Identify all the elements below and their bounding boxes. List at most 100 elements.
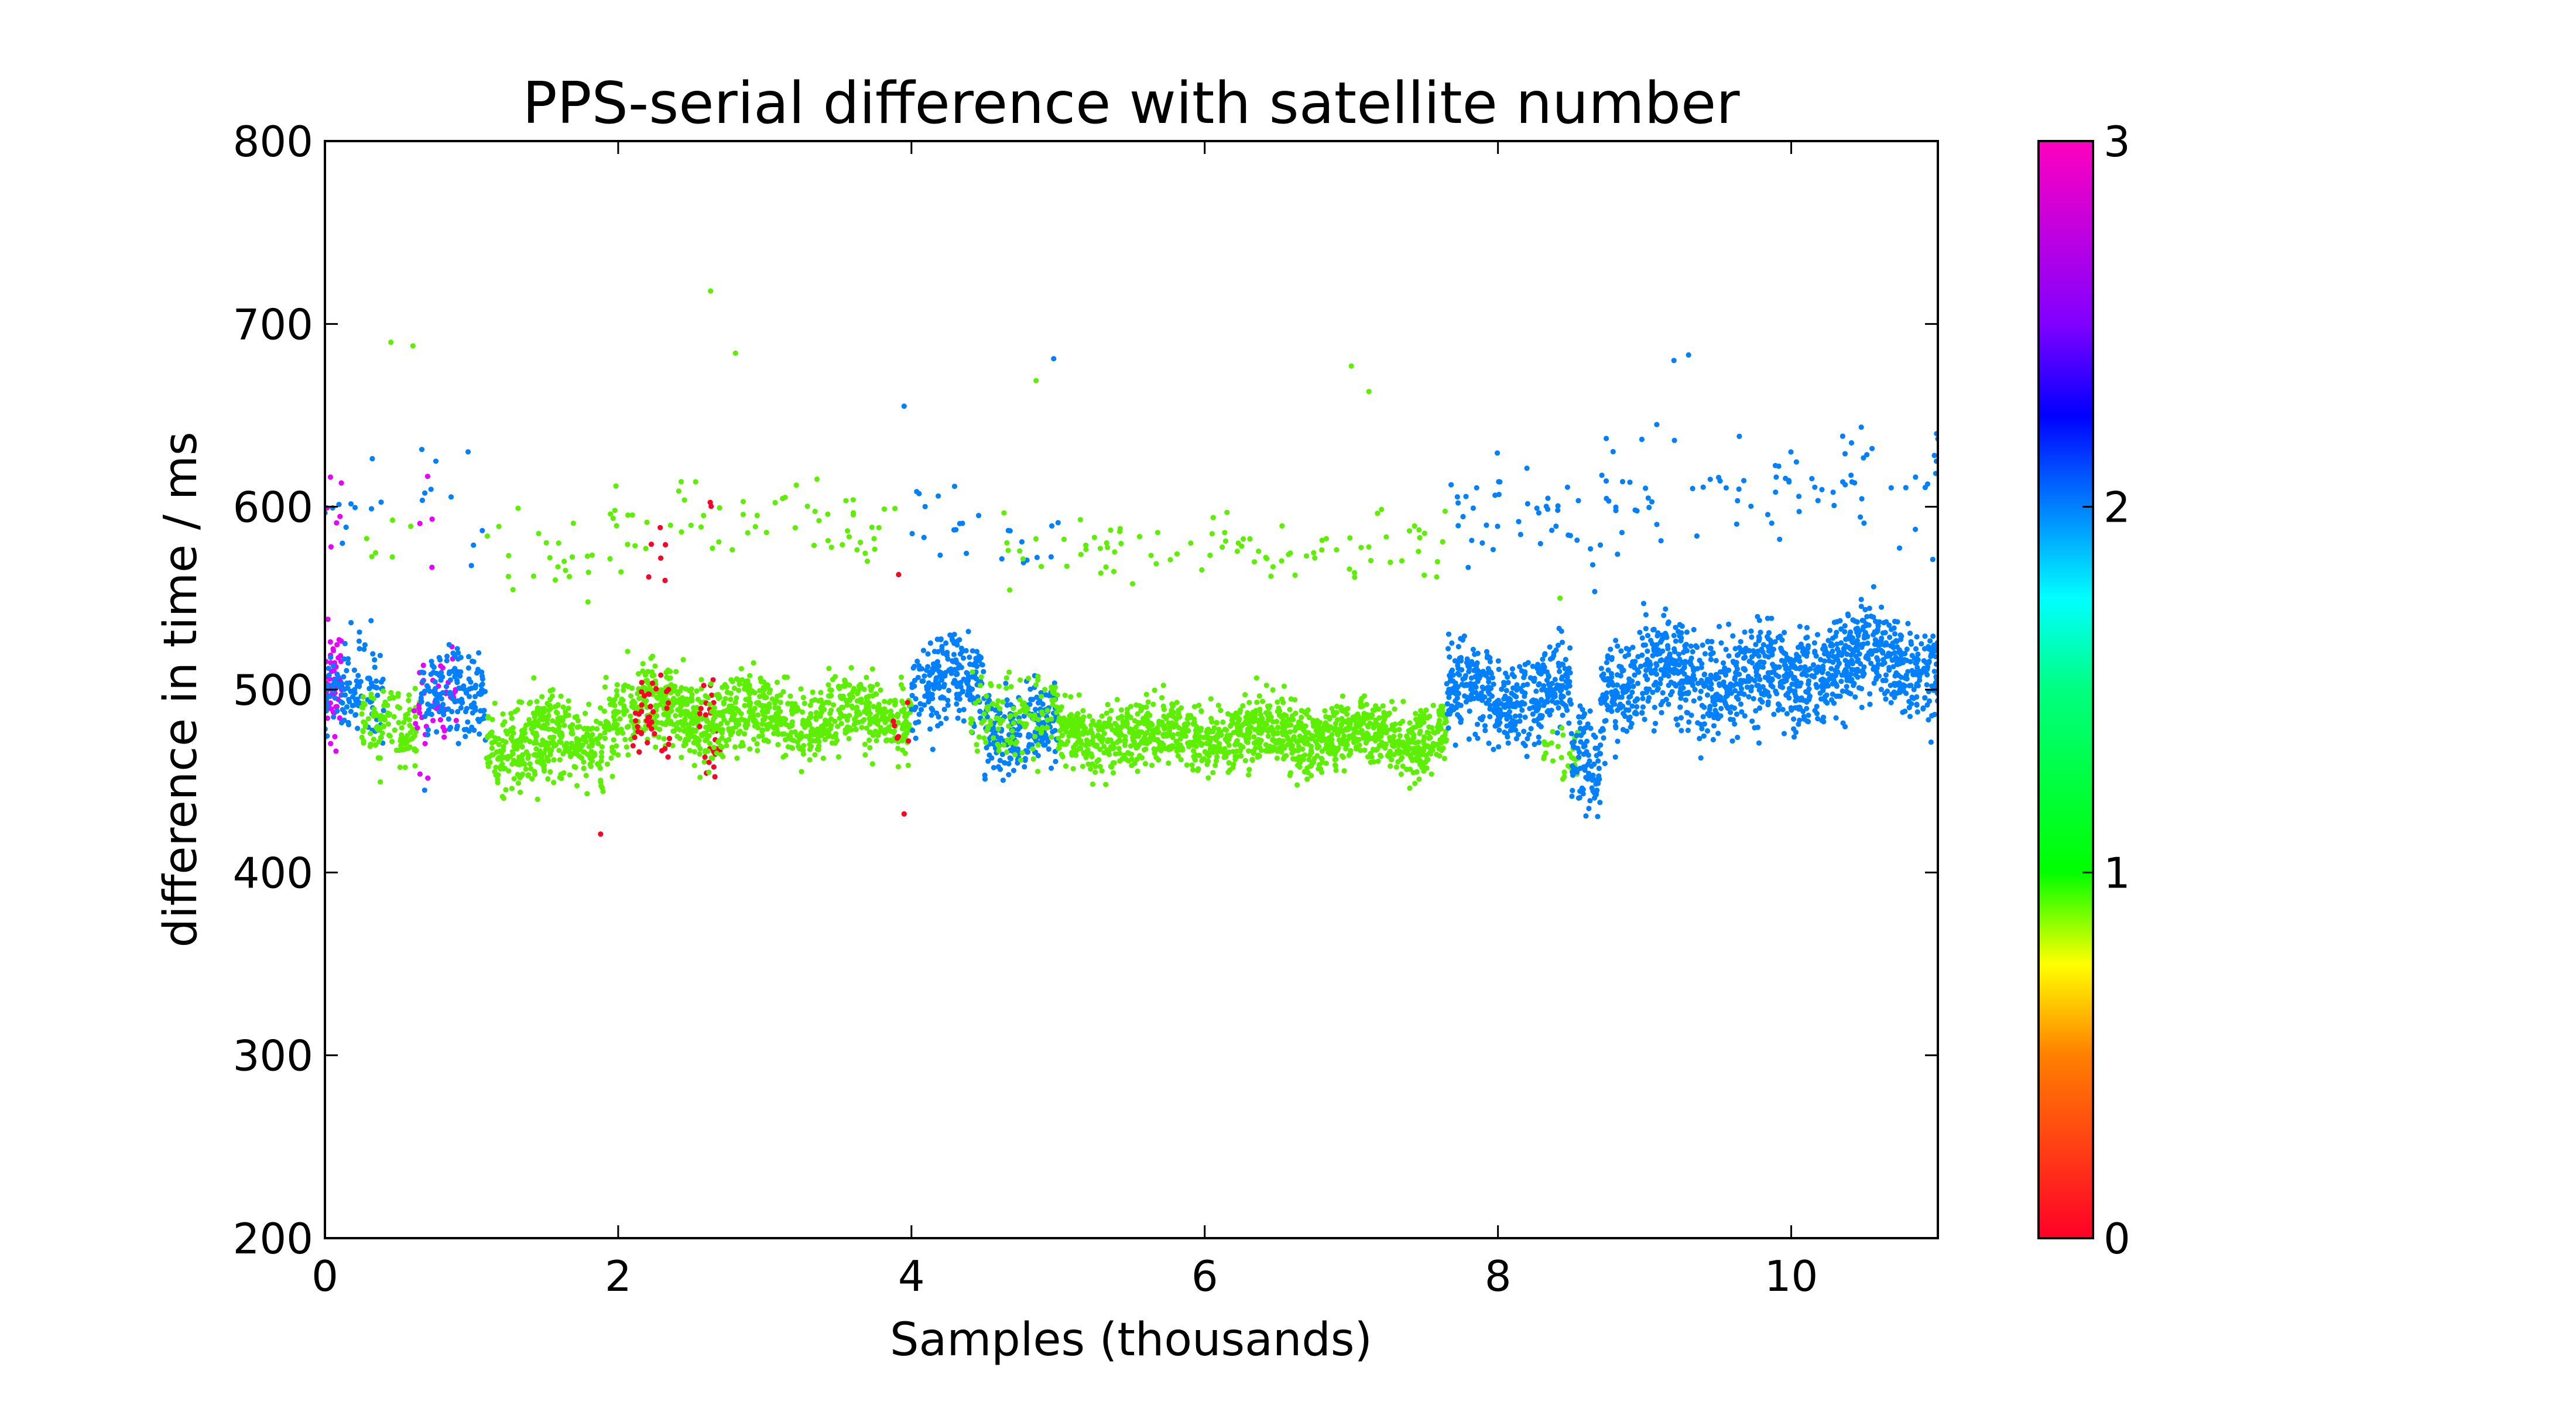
- data-point: [1691, 698, 1697, 704]
- data-point: [429, 564, 435, 570]
- data-point: [1444, 701, 1450, 707]
- data-point: [568, 753, 574, 759]
- data-point: [584, 553, 590, 559]
- data-point: [1663, 697, 1669, 702]
- data-point: [509, 786, 515, 791]
- data-point: [881, 506, 888, 512]
- data-point: [552, 728, 558, 734]
- data-point: [697, 751, 703, 757]
- data-point: [512, 708, 518, 714]
- data-point: [509, 749, 516, 755]
- data-point: [1000, 777, 1006, 783]
- data-point: [1287, 707, 1293, 712]
- data-point: [1301, 735, 1308, 741]
- data-point: [961, 707, 967, 712]
- data-point: [1225, 769, 1231, 775]
- data-point: [326, 672, 332, 678]
- data-point: [612, 697, 618, 702]
- data-point: [607, 556, 613, 562]
- data-point: [724, 684, 729, 690]
- data-point: [1597, 542, 1604, 548]
- data-point: [669, 702, 675, 709]
- data-point: [1485, 653, 1491, 659]
- data-point: [675, 720, 681, 726]
- data-point: [698, 677, 704, 683]
- data-point: [1289, 742, 1295, 749]
- data-point: [1270, 564, 1276, 570]
- data-point: [1612, 719, 1618, 725]
- data-point: [1011, 748, 1017, 753]
- data-point: [1205, 750, 1211, 756]
- data-point: [1174, 700, 1180, 705]
- data-point: [1502, 729, 1508, 735]
- data-point: [825, 682, 831, 688]
- data-point: [1585, 752, 1591, 758]
- data-point: [1012, 752, 1018, 758]
- data-point: [1068, 694, 1074, 700]
- data-point: [1027, 686, 1033, 692]
- data-point: [526, 701, 532, 707]
- data-point: [1388, 738, 1393, 744]
- data-point: [1568, 755, 1575, 760]
- data-point: [1407, 785, 1413, 791]
- data-point: [1108, 708, 1114, 714]
- data-point: [1549, 527, 1555, 533]
- data-point: [895, 745, 901, 751]
- data-point: [946, 687, 952, 694]
- data-point: [1027, 742, 1033, 748]
- data-point: [681, 497, 687, 503]
- data-point: [1410, 750, 1416, 756]
- data-point: [1178, 757, 1184, 763]
- data-point: [985, 707, 991, 712]
- data-point: [386, 712, 392, 718]
- data-point: [1445, 646, 1451, 652]
- data-point: [741, 731, 748, 737]
- data-point: [930, 707, 936, 713]
- data-point: [859, 718, 865, 724]
- data-point: [545, 745, 551, 751]
- data-point: [1560, 662, 1566, 667]
- data-point: [1653, 661, 1659, 667]
- data-point: [372, 550, 379, 556]
- data-point: [1156, 729, 1162, 735]
- data-point: [951, 484, 958, 489]
- data-point: [506, 553, 512, 558]
- data-point: [371, 736, 377, 742]
- data-point: [1513, 736, 1519, 742]
- data-point: [1590, 562, 1596, 568]
- data-point: [981, 711, 987, 717]
- data-point: [665, 667, 671, 673]
- data-point: [1004, 749, 1010, 755]
- data-point: [762, 687, 768, 693]
- data-point: [598, 705, 604, 711]
- data-point: [718, 744, 725, 750]
- data-point: [1414, 752, 1421, 758]
- data-point: [560, 704, 566, 710]
- data-point: [1583, 725, 1589, 731]
- data-point: [1125, 750, 1131, 756]
- data-point: [951, 632, 957, 638]
- data-point: [558, 739, 564, 745]
- data-point: [503, 728, 509, 734]
- data-point: [1329, 732, 1335, 738]
- data-point: [444, 658, 450, 664]
- data-point: [1274, 755, 1280, 761]
- data-point: [735, 677, 741, 683]
- data-point: [529, 726, 535, 732]
- data-point: [1399, 755, 1405, 760]
- data-point: [1525, 501, 1530, 507]
- data-point: [334, 642, 340, 647]
- data-point: [552, 742, 558, 748]
- data-point: [1493, 723, 1499, 729]
- data-point: [1185, 721, 1191, 727]
- data-point: [848, 665, 854, 671]
- data-point: [330, 647, 337, 653]
- data-point: [530, 721, 536, 727]
- data-point: [1587, 798, 1593, 804]
- data-point: [1021, 700, 1027, 706]
- data-point: [611, 714, 616, 719]
- data-point: [1062, 693, 1068, 698]
- data-point: [1694, 666, 1700, 671]
- data-point: [1128, 704, 1134, 710]
- data-point: [1517, 702, 1523, 708]
